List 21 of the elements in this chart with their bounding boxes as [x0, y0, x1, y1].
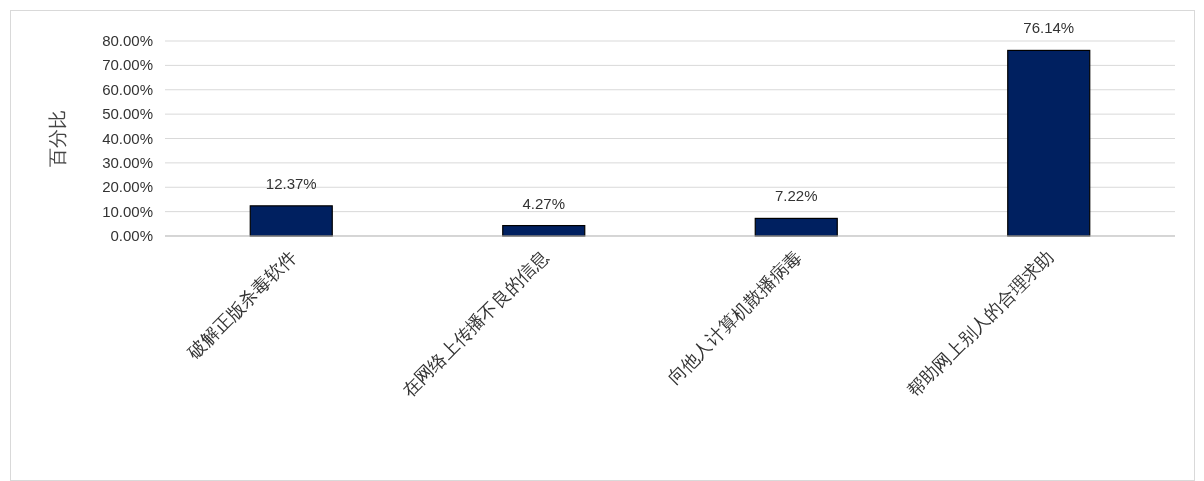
bar — [249, 205, 333, 237]
bar — [754, 217, 838, 237]
y-axis-title: 百分比 — [47, 110, 68, 167]
data-label: 76.14% — [1023, 19, 1075, 37]
x-tick-label: 破解正版杀毒软件 — [183, 246, 301, 364]
y-tick-label: 70.00% — [102, 56, 153, 74]
data-label: 7.22% — [774, 187, 818, 205]
y-tick-label: 80.00% — [102, 32, 153, 49]
y-tick-label: 40.00% — [102, 129, 153, 147]
y-tick-label: 60.00% — [102, 80, 153, 98]
x-tick-label: 向他人计算机散播病毒 — [663, 246, 806, 389]
y-tick-label: 10.00% — [102, 202, 153, 220]
x-tick-label: 帮助网上别人的合理求助 — [903, 246, 1058, 401]
y-tick-label: 50.00% — [102, 105, 153, 123]
bar — [1007, 49, 1091, 237]
y-tick-label: 30.00% — [102, 153, 153, 171]
y-tick-label: 0.00% — [110, 227, 153, 244]
y-tick-label: 20.00% — [102, 178, 153, 196]
x-tick-label: 在网络上传播不良的信息 — [398, 246, 553, 401]
data-label: 4.27% — [522, 194, 566, 212]
data-label: 12.37% — [265, 174, 317, 192]
